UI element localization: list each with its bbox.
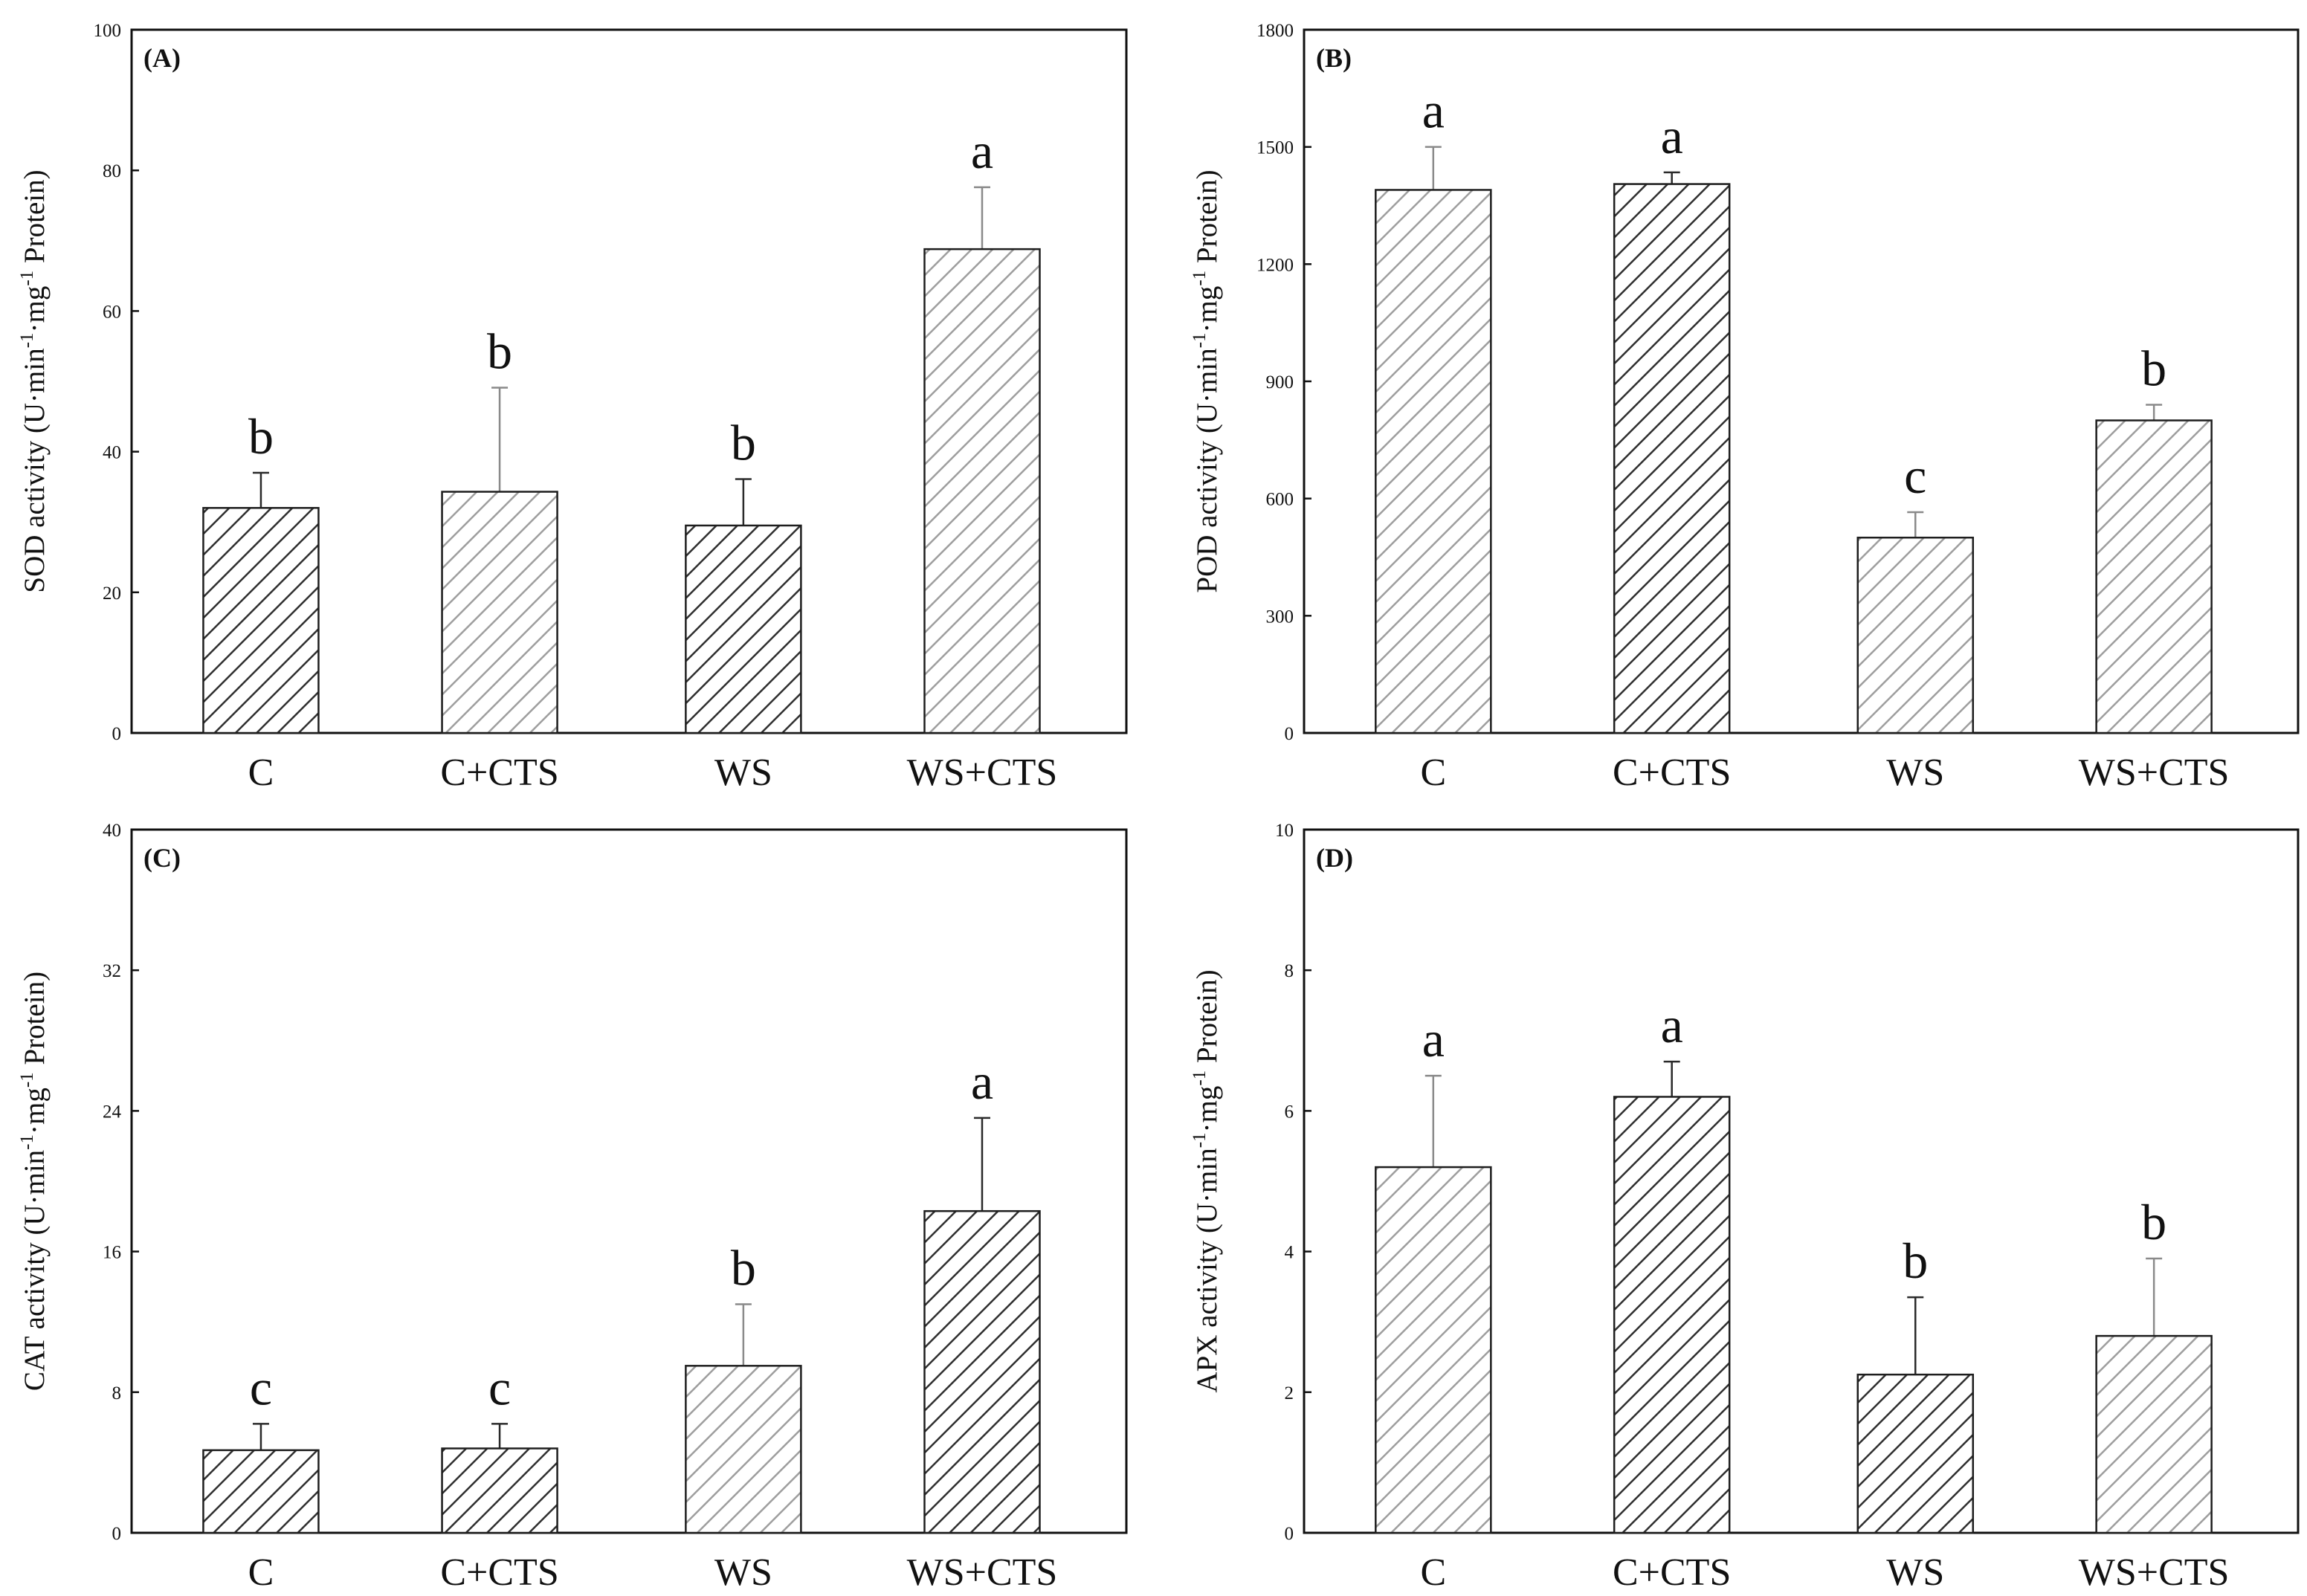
significance-label: b (248, 408, 274, 465)
category-label: WS (714, 752, 772, 794)
y-tick-label: 900 (1266, 372, 1294, 392)
category-label: WS (1886, 752, 1944, 794)
panel-2: 0 300 600 900 1200 1500 1800 a Ca C+CTS c WS b WS+CTS… (1190, 21, 2300, 794)
significance-label: b (731, 1240, 756, 1296)
significance-label: a (1422, 83, 1445, 139)
category-label: C+CTS (440, 1551, 558, 1594)
y-tick-label: 80 (103, 161, 121, 181)
bar-ws-plus-cts (923, 248, 1041, 734)
category-label: C (1420, 1551, 1446, 1594)
significance-label: b (731, 414, 756, 471)
panel-label: (A) (143, 43, 181, 73)
y-tick-label: 8 (112, 1383, 122, 1403)
y-tick-label: 0 (112, 1524, 122, 1544)
category-label: WS+CTS (907, 1551, 1058, 1594)
significance-label: c (488, 1359, 511, 1415)
bar-c-plus-cts (1613, 1096, 1731, 1534)
panel-label: (B) (1316, 43, 1352, 73)
bar-c (202, 507, 320, 734)
category-label: WS+CTS (907, 752, 1058, 794)
category-label: C (1420, 752, 1446, 794)
bar-ws-plus-cts (923, 1209, 1041, 1534)
y-tick-label: 8 (1285, 961, 1294, 981)
y-tick-label: 10 (1275, 821, 1294, 841)
significance-label: a (971, 1053, 993, 1110)
significance-label: b (1903, 1232, 1928, 1289)
y-tick-label: 60 (103, 302, 121, 322)
bar-ws (685, 1365, 802, 1534)
category-label: WS (1886, 1551, 1944, 1594)
panel-4: 0 2 4 6 8 10 a Ca C+CTS b WS b WS+CTS (D) APX activity… (1190, 821, 2300, 1594)
y-tick-label: 100 (94, 21, 122, 41)
bar-c-plus-cts (441, 1447, 558, 1534)
bar-c (1375, 189, 1492, 734)
y-axis-title: APX activity (U·min-1·mg-1 Protein) (1190, 969, 1223, 1392)
category-label: C+CTS (1613, 1551, 1731, 1594)
y-tick-label: 0 (1285, 1524, 1294, 1544)
category-label: C (248, 1551, 274, 1594)
bar-ws-plus-cts (2095, 1334, 2213, 1534)
category-label: WS+CTS (2079, 1551, 2230, 1594)
y-tick-label: 40 (103, 821, 121, 841)
significance-label: b (487, 323, 512, 380)
y-tick-label: 16 (103, 1243, 121, 1263)
significance-label: c (1904, 448, 1926, 504)
bar-ws (685, 524, 802, 734)
y-tick-label: 24 (103, 1102, 122, 1122)
panel-label: (D) (1316, 843, 1353, 873)
y-axis-title: CAT activity (U·min-1·mg-1 Protein) (17, 972, 51, 1391)
bar-c-plus-cts (441, 491, 558, 734)
category-label: C+CTS (440, 752, 558, 794)
y-tick-label: 1200 (1256, 255, 1294, 275)
category-label: WS+CTS (2079, 752, 2230, 794)
panel-1: 0 20 40 60 80 100 b Cb C+CTS b WS a WS+CTS (A) SOD act… (17, 21, 1128, 794)
y-tick-label: 600 (1266, 490, 1294, 510)
plot-frame (130, 828, 1128, 1534)
bar-ws (1856, 1373, 1975, 1534)
significance-label: c (250, 1359, 272, 1415)
y-axis-title: SOD activity (U·min-1·mg-1 Protein) (17, 169, 51, 592)
significance-label: a (1661, 997, 1683, 1053)
panel-3: 0 8 16 24 32 40 c Cc C+CTS b WS a WS+CTS (C) CAT activ… (17, 821, 1128, 1594)
significance-label: a (1422, 1011, 1445, 1067)
y-tick-label: 2 (1285, 1383, 1294, 1403)
y-tick-label: 0 (112, 724, 122, 744)
significance-label: b (2141, 340, 2166, 397)
y-axis-title: POD activity (U·min-1·mg-1 Protein) (1190, 169, 1223, 592)
category-label: C (248, 752, 274, 794)
y-tick-label: 40 (103, 443, 121, 463)
y-tick-label: 300 (1266, 607, 1294, 627)
y-tick-label: 1800 (1256, 21, 1294, 41)
bar-c-plus-cts (1613, 183, 1731, 734)
plot-frame (1303, 828, 2300, 1534)
y-tick-label: 6 (1285, 1102, 1294, 1122)
y-tick-label: 1500 (1256, 138, 1294, 158)
category-label: C+CTS (1613, 752, 1731, 794)
y-tick-label: 4 (1285, 1243, 1294, 1263)
y-tick-label: 20 (103, 584, 121, 604)
bar-ws-plus-cts (2095, 419, 2213, 734)
category-label: WS (714, 1551, 772, 1594)
significance-label: a (971, 123, 993, 179)
bar-c (1375, 1166, 1492, 1534)
significance-label: b (2141, 1194, 2166, 1250)
y-tick-label: 32 (103, 961, 121, 981)
plot-frame (130, 28, 1128, 734)
y-tick-label: 0 (1285, 724, 1294, 744)
panel-label: (C) (143, 843, 181, 873)
bar-ws (1856, 536, 1975, 734)
significance-label: a (1661, 108, 1683, 164)
bar-c (202, 1449, 320, 1534)
